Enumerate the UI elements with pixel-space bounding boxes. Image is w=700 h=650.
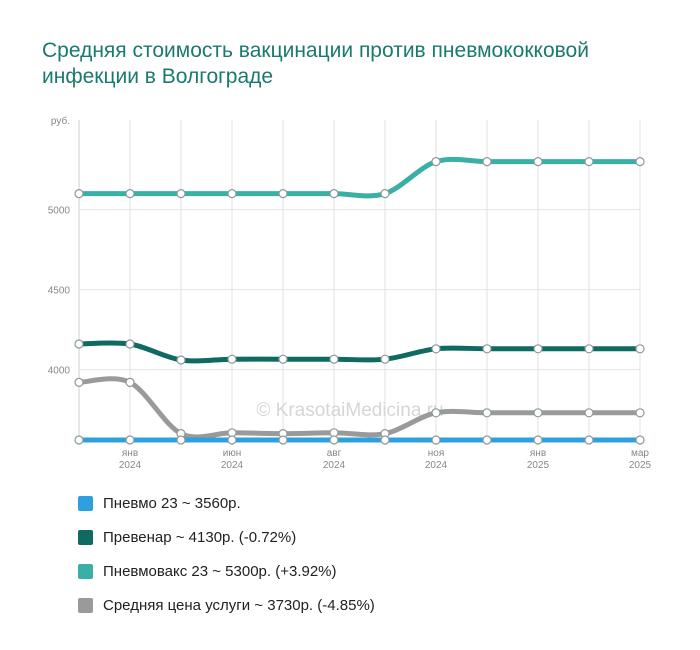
data-point xyxy=(74,339,84,349)
legend-swatch-pnevmo23 xyxy=(78,495,93,511)
x-tick-label-month: янв xyxy=(530,448,546,459)
data-point xyxy=(329,435,339,445)
data-point xyxy=(431,435,441,445)
series-line xyxy=(76,156,643,199)
legend-swatch-average-price xyxy=(78,597,93,613)
data-point xyxy=(329,354,339,364)
data-point xyxy=(227,354,237,364)
data-point xyxy=(533,408,543,418)
data-point xyxy=(482,157,492,167)
data-point xyxy=(176,189,186,199)
x-tick-label-month: ноя xyxy=(428,448,445,459)
data-point xyxy=(125,377,135,387)
legend-label: Пневмо 23 ~ 3560р. xyxy=(103,494,241,512)
data-point xyxy=(635,435,645,445)
x-tick-label-year: 2024 xyxy=(425,460,448,471)
y-axis-label: руб. xyxy=(51,115,70,127)
data-point xyxy=(227,435,237,445)
data-point xyxy=(533,157,543,167)
data-point xyxy=(329,189,339,199)
legend-item-pnevmo23[interactable]: Пневмо 23 ~ 3560р. xyxy=(78,486,375,520)
watermark: © KrasotaiMedicina.ru xyxy=(256,400,443,421)
data-point xyxy=(635,408,645,418)
legend-item-prevenar[interactable]: Превенар ~ 4130р. (-0.72%) xyxy=(78,520,375,554)
legend-swatch-pnevmovaks23 xyxy=(78,563,93,579)
data-point xyxy=(176,435,186,445)
data-point xyxy=(125,339,135,349)
chart-title: Средняя стоимость вакцинации против пнев… xyxy=(42,39,589,88)
data-point xyxy=(125,189,135,199)
data-point xyxy=(74,435,84,445)
data-point xyxy=(482,435,492,445)
data-point xyxy=(533,435,543,445)
y-tick-label: 4500 xyxy=(48,286,71,297)
data-point xyxy=(176,355,186,365)
data-point xyxy=(380,189,390,199)
legend-item-pnevmovaks23[interactable]: Пневмовакс 23 ~ 5300р. (+3.92%) xyxy=(78,554,375,588)
data-point xyxy=(533,344,543,354)
legend-item-average-price[interactable]: Средняя цена услуги ~ 3730р. (-4.85%) xyxy=(78,588,375,622)
data-point xyxy=(278,189,288,199)
line-chart: 400045005000руб.янв2024июн2024авг2024ноя… xyxy=(48,115,652,471)
legend: Пневмо 23 ~ 3560р. Превенар ~ 4130р. (-0… xyxy=(78,486,375,622)
x-tick-label-year: 2024 xyxy=(119,460,142,471)
data-point xyxy=(482,408,492,418)
data-point xyxy=(584,408,594,418)
series-line xyxy=(76,340,643,364)
x-tick-label-month: янв xyxy=(122,448,138,459)
x-tick-label-year: 2024 xyxy=(323,460,346,471)
data-point xyxy=(278,354,288,364)
x-tick-label-year: 2025 xyxy=(527,460,550,471)
data-point xyxy=(431,408,441,418)
x-tick-label-year: 2024 xyxy=(221,460,244,471)
data-point xyxy=(584,435,594,445)
y-tick-label: 5000 xyxy=(48,206,71,217)
legend-label: Пневмовакс 23 ~ 5300р. (+3.92%) xyxy=(103,562,337,580)
data-point xyxy=(74,189,84,199)
data-point xyxy=(74,377,84,387)
x-tick-label-month: авг xyxy=(327,448,342,459)
data-point xyxy=(635,157,645,167)
data-point xyxy=(125,435,135,445)
x-tick-label-month: мар xyxy=(631,448,649,459)
y-tick-label: 4000 xyxy=(48,366,71,377)
data-point xyxy=(584,157,594,167)
x-tick-label-month: июн xyxy=(223,448,242,459)
data-point xyxy=(431,344,441,354)
data-point xyxy=(635,344,645,354)
data-point xyxy=(482,344,492,354)
x-tick-label-year: 2025 xyxy=(629,460,652,471)
data-point xyxy=(278,435,288,445)
data-point xyxy=(380,354,390,364)
data-point xyxy=(380,435,390,445)
legend-swatch-prevenar xyxy=(78,529,93,545)
data-point xyxy=(584,344,594,354)
legend-label: Средняя цена услуги ~ 3730р. (-4.85%) xyxy=(103,596,375,614)
data-point xyxy=(431,157,441,167)
data-point xyxy=(227,189,237,199)
legend-label: Превенар ~ 4130р. (-0.72%) xyxy=(103,528,297,546)
